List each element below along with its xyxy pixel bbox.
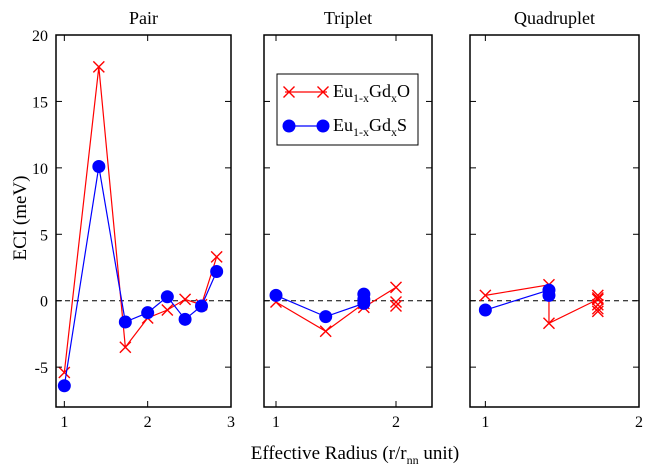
data-point-EuGdS (357, 287, 371, 301)
x-tick-label: 2 (144, 414, 152, 431)
legend-marker (282, 119, 296, 133)
panel-frame (469, 34, 640, 408)
panel-1: Triplet 1 2 (263, 8, 433, 431)
y-tick-label: -5 (35, 360, 48, 377)
y-tick-label: 5 (40, 227, 48, 244)
data-point-EuGdO (390, 296, 402, 309)
series-line-EuGdS (485, 289, 550, 311)
data-point-EuGdS (57, 379, 71, 393)
panel-title: Triplet (324, 8, 372, 28)
data-point-EuGdS (269, 288, 283, 302)
x-axis-label-tail: unit) (419, 443, 460, 464)
legend-marker (317, 86, 329, 98)
x-tick-label: 1 (60, 414, 68, 431)
data-point-EuGdS (160, 290, 174, 304)
data-point-EuGdS (210, 264, 224, 278)
data-point-EuGdO (479, 289, 492, 302)
legend-marker (316, 119, 330, 133)
data-point-EuGdS (542, 288, 556, 302)
legend-entry-EuGdS: Eu1-xGdxS (282, 115, 407, 139)
data-point-EuGdO (390, 300, 402, 313)
panel-title: Quadruplet (514, 8, 595, 28)
data-point-EuGdO (319, 325, 332, 338)
x-tick-label: 1 (272, 414, 280, 431)
panel-2: Quadruplet 1 2 (469, 8, 643, 431)
data-point-EuGdS (141, 306, 155, 320)
panel-0: Pair 1 2 3 -5 0 5 10 15 20 (32, 8, 235, 431)
data-point-EuGdO (58, 366, 71, 379)
x-axis-label-subscript: nn (407, 453, 419, 466)
y-axis-label: ECI (meV) (10, 176, 31, 261)
y-tick-label: 10 (32, 161, 48, 178)
data-point-EuGdS (319, 310, 333, 324)
series-line-EuGdO (485, 284, 599, 325)
x-tick-label: 2 (635, 414, 643, 431)
data-point-EuGdS (178, 312, 192, 326)
x-tick-label: 3 (227, 414, 235, 431)
data-point-EuGdO (591, 293, 604, 306)
data-point-EuGdO (179, 293, 192, 306)
legend-label: Eu1-xGdxS (333, 115, 407, 139)
panel-title: Pair (129, 8, 158, 28)
data-point-EuGdO (591, 292, 604, 305)
legend-label: Eu1-xGdxO (333, 81, 410, 105)
data-point-EuGdO (119, 341, 132, 354)
y-tick-label: 0 (40, 294, 48, 311)
series-line-EuGdO (275, 286, 397, 332)
y-tick-label: 15 (32, 94, 48, 111)
data-point-EuGdO (591, 305, 604, 318)
legend: Eu1-xGdxO Eu1-xGdxS (276, 73, 419, 146)
data-point-EuGdO (542, 317, 555, 330)
series-line-EuGdS (63, 166, 218, 386)
x-axis-label-main: Effective Radius (r/r (251, 443, 407, 464)
data-point-EuGdS (92, 160, 106, 174)
data-point-EuGdO (390, 281, 402, 294)
data-point-EuGdO (591, 289, 604, 302)
panel-frame (263, 34, 433, 408)
data-point-EuGdS (118, 315, 132, 329)
x-axis-label: Effective Radius (r/rnn unit) (251, 443, 459, 466)
data-point-EuGdO (161, 304, 174, 317)
legend-marker (283, 86, 295, 98)
data-point-EuGdS (478, 303, 492, 317)
legend-entry-EuGdO: Eu1-xGdxO (283, 81, 410, 105)
data-point-EuGdS (195, 299, 208, 313)
data-point-EuGdO (210, 250, 223, 263)
x-tick-label: 1 (481, 414, 489, 431)
series-line-EuGdO (63, 66, 218, 373)
x-tick-label: 2 (392, 414, 400, 431)
data-point-EuGdO (92, 60, 105, 73)
legend-box (276, 73, 419, 146)
data-point-EuGdO (591, 302, 604, 315)
panel-frame (55, 34, 232, 408)
y-tick-label: 20 (32, 28, 48, 45)
panels-layer: Pair 1 2 3 -5 0 5 10 15 20 Triplet 1 2 Quadruplet 1 2 (32, 8, 643, 431)
